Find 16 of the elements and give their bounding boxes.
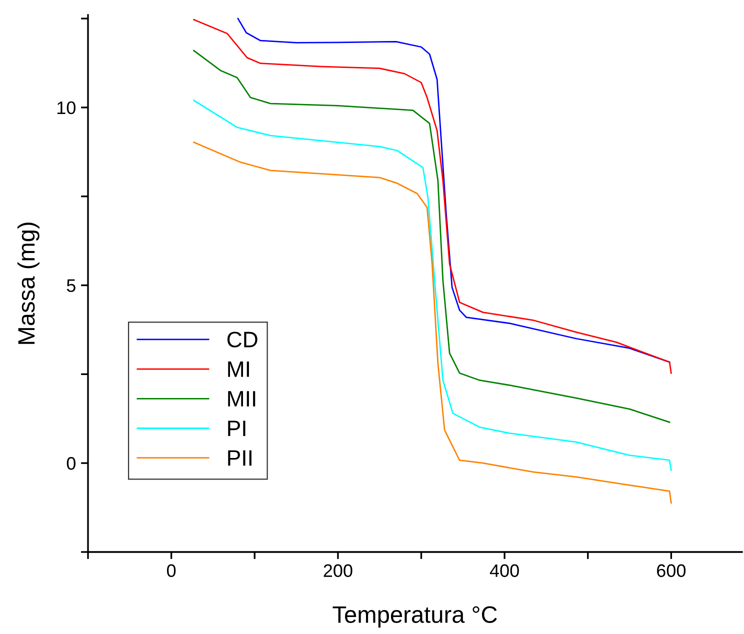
y-tick-label: 5 — [66, 279, 76, 292]
legend-label: CD — [227, 332, 258, 348]
x-axis-title: Temperatura °C — [332, 606, 497, 628]
y-tick-label: 0 — [66, 457, 76, 470]
y-axis-title: Massa (mg) — [17, 222, 40, 344]
x-tick-label: 600 — [657, 564, 686, 578]
y-tick-label: 10 — [57, 101, 76, 114]
legend-label: MI — [228, 362, 249, 377]
line-series — [193, 142, 672, 504]
legend-label: PI — [228, 420, 246, 436]
x-tick-label: 200 — [324, 564, 352, 578]
line-series — [193, 100, 672, 471]
legend-label: MII — [228, 391, 256, 406]
legend-label: PII — [228, 450, 252, 466]
x-tick-label: 0 — [166, 564, 176, 578]
x-tick-label: 400 — [490, 564, 519, 578]
